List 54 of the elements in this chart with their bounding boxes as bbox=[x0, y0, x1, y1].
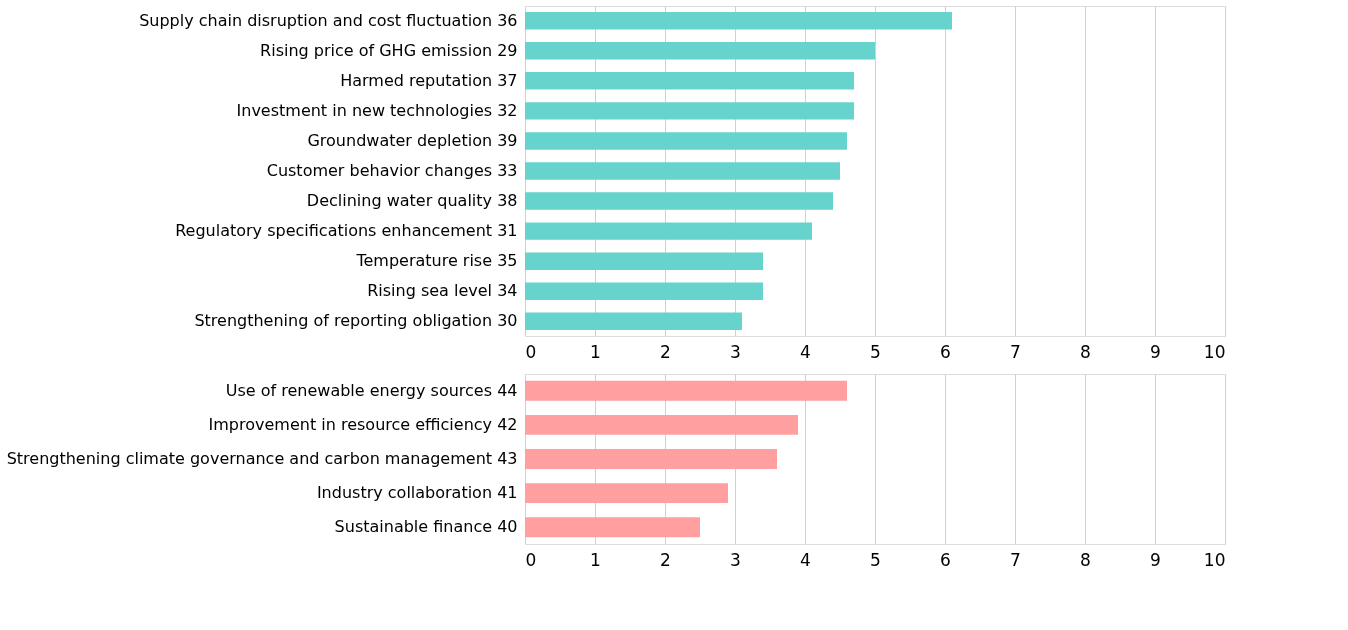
bar bbox=[525, 162, 840, 180]
y-tick-label: Investment in new technologies 32 bbox=[236, 100, 518, 120]
x-tick-label: 2 bbox=[660, 341, 671, 362]
x-tick-label: 0 bbox=[525, 549, 537, 570]
y-tick-label: Customer behavior changes 33 bbox=[266, 161, 518, 180]
x-tick-label: 8 bbox=[1080, 341, 1091, 362]
y-tick-label: Strengthening climate governance and carbon management 43 bbox=[6, 449, 518, 468]
x-tick-label: 7 bbox=[1010, 549, 1021, 570]
x-tick-label: 4 bbox=[800, 341, 811, 362]
y-tick-label: Regulatory specifications enhancement 31 bbox=[175, 221, 518, 241]
y-tick-label: Supply chain disruption and cost fluctuation 36 bbox=[139, 10, 518, 30]
bar bbox=[525, 132, 847, 150]
bar bbox=[525, 380, 847, 401]
bar bbox=[525, 282, 763, 300]
x-tick-label: 5 bbox=[870, 549, 881, 570]
y-tick-label: Rising price of GHG emission 29 bbox=[260, 40, 518, 60]
x-tick-label: 5 bbox=[870, 341, 881, 362]
bar bbox=[525, 312, 742, 330]
x-tick-label: 10 bbox=[1203, 549, 1226, 570]
y-tick-label: Sustainable finance 40 bbox=[334, 517, 518, 537]
y-tick-label: Improvement in resource efficiency 42 bbox=[208, 414, 518, 434]
x-tick-label: 2 bbox=[660, 549, 671, 570]
x-tick-label: 3 bbox=[730, 341, 741, 362]
bar bbox=[525, 12, 952, 30]
y-tick-label: Declining water quality 38 bbox=[306, 191, 518, 211]
bar bbox=[525, 102, 854, 120]
x-tick-label: 10 bbox=[1203, 341, 1226, 362]
y-tick-label: Rising sea level 34 bbox=[367, 281, 518, 301]
x-tick-label: 7 bbox=[1010, 341, 1021, 362]
x-tick-label: 9 bbox=[1150, 549, 1161, 570]
bar bbox=[525, 252, 763, 270]
y-tick-label: Strengthening of reporting obligation 30 bbox=[194, 311, 518, 331]
x-tick-label: 4 bbox=[800, 549, 811, 570]
x-tick-label: 9 bbox=[1150, 341, 1161, 362]
bar bbox=[525, 483, 728, 504]
y-tick-label: Temperature rise 35 bbox=[355, 251, 518, 271]
x-tick-label: 8 bbox=[1080, 549, 1091, 570]
x-tick-label: 6 bbox=[940, 549, 951, 570]
x-tick-label: 6 bbox=[940, 341, 951, 362]
y-tick-label: Groundwater depletion 39 bbox=[307, 130, 518, 150]
x-tick-label: 0 bbox=[525, 341, 537, 362]
y-tick-label: Harmed reputation 37 bbox=[340, 70, 518, 90]
bar bbox=[525, 449, 777, 469]
x-tick-label: 3 bbox=[730, 549, 741, 570]
bar bbox=[525, 414, 798, 435]
bar bbox=[525, 517, 700, 538]
bar bbox=[525, 192, 833, 210]
bar bbox=[525, 72, 854, 90]
y-tick-label: Industry collaboration 41 bbox=[316, 483, 518, 503]
x-tick-label: 1 bbox=[590, 549, 601, 570]
y-tick-label: Use of renewable energy sources 44 bbox=[225, 380, 518, 400]
x-tick-label: 1 bbox=[590, 341, 601, 362]
bar bbox=[525, 42, 875, 60]
bar bbox=[525, 222, 812, 240]
